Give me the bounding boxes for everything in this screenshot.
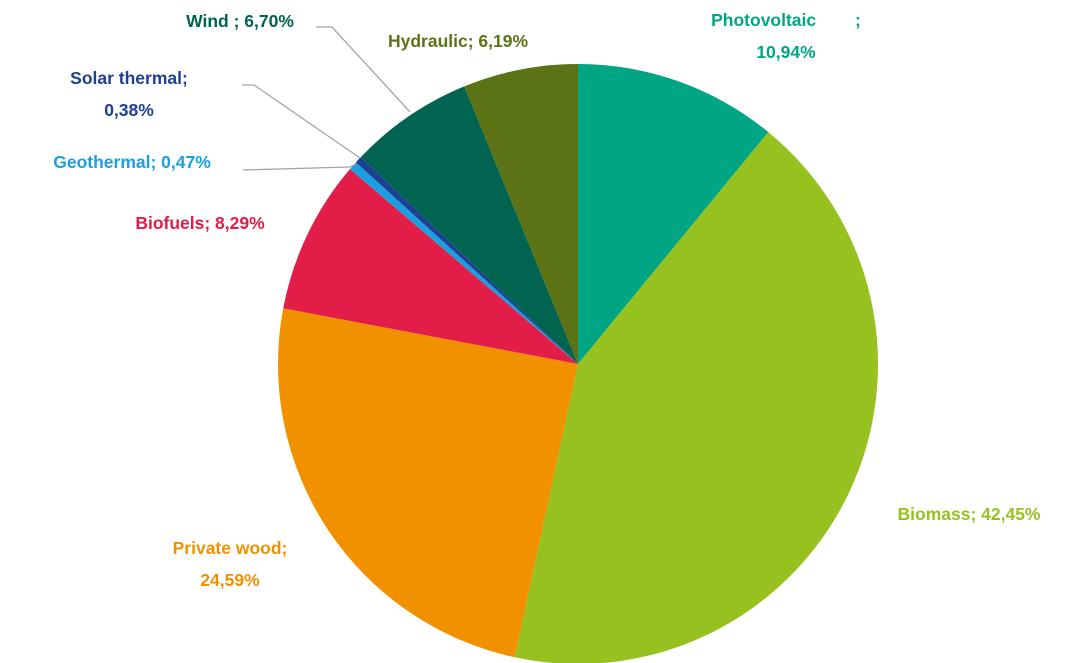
pie-slice-photovoltaic — [578, 64, 769, 364]
pie-slice-geothermal — [350, 162, 578, 364]
pie-slice-solar-thermal — [355, 157, 578, 364]
label-leader-lines — [242, 26, 411, 171]
slice-labels: Photovoltaic ; 10,94% Biomass; 42,45% Priva… — [53, 10, 1041, 590]
data-label-hydraulic: Hydraulic; 6,19% — [388, 31, 528, 51]
data-label-photovoltaic: Photovoltaic ; 10,94% — [711, 10, 861, 62]
pie-slice-hydraulic — [464, 64, 578, 364]
pie-slices — [278, 64, 878, 663]
leader-line-wind — [316, 26, 411, 113]
data-label-wind: Wind ; 6,70% — [186, 11, 294, 31]
data-label-solar-thermal: Solar thermal; 0,38% — [70, 68, 188, 120]
leader-line-geothermal — [242, 163, 357, 171]
pie-slice-biofuels — [283, 169, 578, 364]
leader-line-solar-thermal — [242, 84, 361, 159]
data-label-biomass: Biomass; 42,45% — [898, 504, 1041, 524]
pie-slice-wind — [360, 86, 578, 365]
data-label-biofuels: Biofuels; 8,29% — [135, 213, 265, 233]
data-label-private-wood: Private wood; 24,59% — [173, 538, 288, 590]
pie-slice-biomass — [514, 132, 878, 663]
pie-slice-private-wood — [278, 308, 578, 658]
data-label-geothermal: Geothermal; 0,47% — [53, 152, 211, 172]
